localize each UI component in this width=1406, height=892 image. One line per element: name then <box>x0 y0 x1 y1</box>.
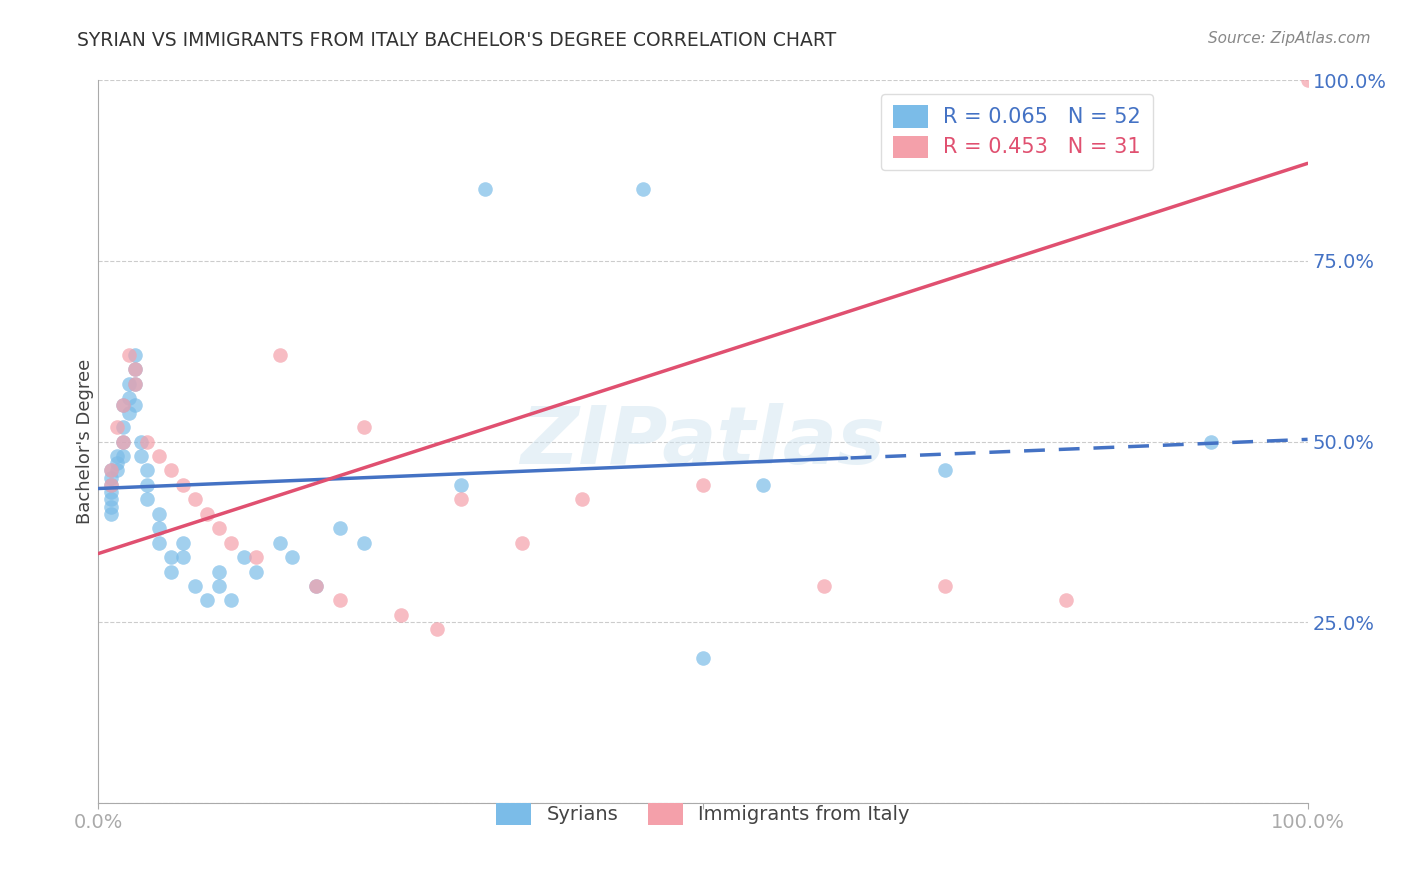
Point <box>111 434 134 449</box>
Point <box>118 348 141 362</box>
Point <box>105 456 128 470</box>
Point <box>353 420 375 434</box>
Text: Source: ZipAtlas.com: Source: ZipAtlas.com <box>1208 31 1371 46</box>
Point <box>571 492 593 507</box>
Point <box>100 463 122 477</box>
Point <box>752 478 775 492</box>
Point <box>1296 73 1319 87</box>
Point <box>184 492 207 507</box>
Point <box>100 478 122 492</box>
Point <box>105 449 128 463</box>
Point <box>1199 434 1222 449</box>
Legend: Syrians, Immigrants from Italy: Syrians, Immigrants from Italy <box>488 795 918 833</box>
Point <box>105 463 128 477</box>
Point <box>124 376 146 391</box>
Point <box>100 492 122 507</box>
Text: SYRIAN VS IMMIGRANTS FROM ITALY BACHELOR'S DEGREE CORRELATION CHART: SYRIAN VS IMMIGRANTS FROM ITALY BACHELOR… <box>77 31 837 50</box>
Point <box>148 507 170 521</box>
Point <box>160 565 183 579</box>
Y-axis label: Bachelor's Degree: Bachelor's Degree <box>76 359 94 524</box>
Point <box>148 449 170 463</box>
Point <box>111 420 134 434</box>
Point <box>208 565 231 579</box>
Point <box>172 550 194 565</box>
Point <box>111 449 134 463</box>
Point <box>208 521 231 535</box>
Point <box>934 463 956 477</box>
Point <box>111 434 134 449</box>
Point <box>160 550 183 565</box>
Point <box>389 607 412 622</box>
Point <box>124 362 146 376</box>
Point <box>934 579 956 593</box>
Point <box>232 550 254 565</box>
Point <box>195 593 218 607</box>
Point <box>160 463 183 477</box>
Point <box>148 521 170 535</box>
Point <box>305 579 328 593</box>
Point <box>281 550 304 565</box>
Point <box>100 500 122 514</box>
Point <box>184 579 207 593</box>
Point <box>124 362 146 376</box>
Point <box>269 348 291 362</box>
Point <box>172 478 194 492</box>
Point <box>135 478 157 492</box>
Point <box>111 398 134 412</box>
Point <box>100 470 122 484</box>
Point <box>450 492 472 507</box>
Point <box>129 434 152 449</box>
Point <box>195 507 218 521</box>
Point <box>172 535 194 549</box>
Point <box>426 623 449 637</box>
Point <box>305 579 328 593</box>
Point <box>692 478 714 492</box>
Point <box>100 485 122 500</box>
Point <box>450 478 472 492</box>
Point <box>135 434 157 449</box>
Point <box>135 492 157 507</box>
Point <box>474 182 496 196</box>
Point <box>245 565 267 579</box>
Point <box>269 535 291 549</box>
Point <box>105 420 128 434</box>
Point <box>124 348 146 362</box>
Point <box>510 535 533 549</box>
Point <box>118 391 141 405</box>
Point <box>692 651 714 665</box>
Point <box>118 406 141 420</box>
Point <box>208 579 231 593</box>
Point <box>221 593 243 607</box>
Point <box>124 398 146 412</box>
Point <box>329 593 352 607</box>
Point <box>100 507 122 521</box>
Text: ZIPatlas: ZIPatlas <box>520 402 886 481</box>
Point <box>118 376 141 391</box>
Point <box>124 376 146 391</box>
Point <box>221 535 243 549</box>
Point <box>353 535 375 549</box>
Point <box>245 550 267 565</box>
Point <box>100 478 122 492</box>
Point <box>129 449 152 463</box>
Point <box>813 579 835 593</box>
Point <box>135 463 157 477</box>
Point <box>329 521 352 535</box>
Point <box>631 182 654 196</box>
Point <box>1054 593 1077 607</box>
Point <box>111 398 134 412</box>
Point <box>148 535 170 549</box>
Point <box>100 463 122 477</box>
